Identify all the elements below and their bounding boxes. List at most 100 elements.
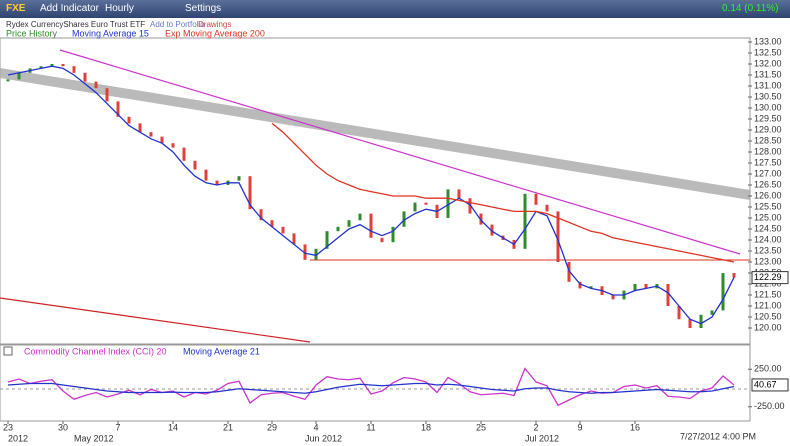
x-tick-label: 21 [223, 422, 233, 432]
y-tick-label: 129.50 [754, 113, 782, 123]
legend-item[interactable]: Moving Average 21 [183, 346, 260, 356]
x-tick-label: 14 [168, 422, 178, 432]
candle [611, 295, 615, 300]
menu-item[interactable]: Hourly [105, 3, 134, 14]
candle [380, 237, 384, 243]
legend-item[interactable]: Price History [6, 28, 58, 38]
y-tick-label: 132.00 [754, 58, 782, 68]
candle [732, 273, 736, 278]
candle [721, 273, 725, 311]
y-tick-label: 130.50 [754, 91, 782, 101]
candle [259, 209, 263, 221]
candle [193, 160, 197, 170]
y-tick-label: 123.00 [754, 256, 782, 266]
candle [105, 88, 109, 102]
candle [160, 136, 164, 144]
candle [391, 226, 395, 243]
x-tick-label: 2 [533, 422, 538, 432]
legend-item[interactable]: Commodity Channel Index (CCI) 20 [24, 346, 167, 356]
candle [61, 64, 65, 67]
candle [688, 319, 692, 328]
y-tick-label: 125.00 [754, 212, 782, 222]
candle [424, 202, 428, 205]
menu-item[interactable]: Add Indicator [40, 3, 99, 14]
candle [248, 176, 252, 210]
x-tick-label: 30 [58, 422, 68, 432]
y-tick-label: 121.00 [754, 300, 782, 310]
candle [83, 72, 87, 82]
candle [149, 132, 153, 137]
last-value-box [751, 378, 789, 392]
candle [545, 204, 549, 212]
x-month-label: Jun 2012 [305, 433, 342, 443]
legend-item[interactable]: Moving Average 15 [72, 28, 149, 38]
y-tick-label: 127.50 [754, 157, 782, 167]
legend-item[interactable]: Exp Moving Average 200 [165, 28, 265, 38]
x-tick-label: 4 [313, 422, 318, 432]
x-tick-label: 25 [476, 422, 486, 432]
candle [314, 248, 318, 260]
candle [567, 262, 571, 282]
x-tick-label: 11 [366, 422, 375, 432]
candle [138, 123, 142, 133]
y-tick-label: 126.50 [754, 179, 782, 189]
candle [39, 66, 43, 69]
y-tick-label: 127.00 [754, 168, 782, 178]
y-tick-label: 121.50 [754, 289, 782, 299]
y-tick-label: 123.50 [754, 245, 782, 255]
candle [325, 231, 329, 249]
y-tick-label: 129.00 [754, 124, 782, 134]
candle [589, 286, 593, 289]
candle [215, 180, 219, 185]
candle [490, 224, 494, 236]
y-tick-label: 124.00 [754, 234, 782, 244]
y-tick-label: 131.00 [754, 80, 782, 90]
y-tick-label: 133.00 [754, 36, 782, 46]
x-month-label: May 2012 [74, 433, 114, 443]
candle [666, 284, 670, 306]
candle [127, 116, 131, 124]
candle [6, 79, 10, 82]
symbol[interactable]: FXE [6, 3, 26, 14]
candle [270, 220, 274, 227]
candle [534, 193, 538, 205]
last-value: 122.29 [754, 272, 782, 282]
y-tick-label: 126.00 [754, 190, 782, 200]
candle [677, 306, 681, 320]
candle [413, 202, 417, 212]
candle [303, 244, 307, 260]
y-tick-label: 120.00 [754, 322, 782, 332]
last-value: 40.67 [754, 379, 777, 389]
menu-item[interactable]: Settings [185, 3, 222, 14]
link[interactable]: Drawings [198, 20, 231, 29]
link[interactable]: Add to Portfolio [150, 20, 205, 29]
close-box[interactable] [3, 346, 13, 356]
candle [336, 226, 340, 232]
candle [644, 284, 648, 289]
candle [72, 66, 76, 73]
y-tick-label: 128.00 [754, 146, 782, 156]
candle [402, 211, 406, 227]
y-tick-label: 130.00 [754, 102, 782, 112]
x-tick-label: 7 [115, 422, 120, 432]
candle [347, 220, 351, 227]
y-tick-label: 128.50 [754, 135, 782, 145]
trendline [59, 49, 741, 255]
y-tick-label: 125.50 [754, 201, 782, 211]
toolbar: FXE Add Indicator Hourly Settings 0.14 (… [0, 0, 790, 18]
plot-area [0, 37, 751, 345]
candle [699, 314, 703, 328]
series-line [7, 382, 735, 394]
candle [182, 147, 186, 161]
x-tick-label: 23 [3, 422, 13, 432]
x-tick-label: 16 [630, 422, 640, 432]
x-month-label: Jul 2012 [525, 433, 559, 443]
candle [578, 281, 582, 289]
x-tick-label: 29 [267, 422, 277, 432]
candle [292, 233, 296, 245]
y-tick-label: 250.00 [754, 364, 782, 374]
candle [50, 64, 54, 67]
candle [171, 143, 175, 148]
cci-area [0, 344, 751, 422]
